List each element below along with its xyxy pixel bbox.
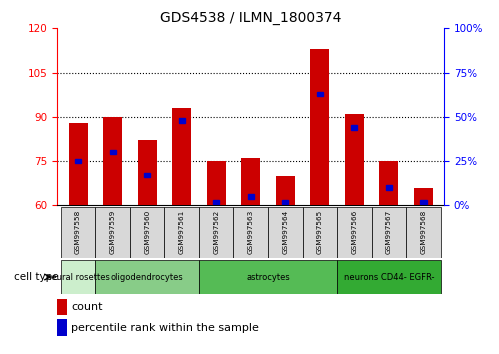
Bar [351, 125, 357, 130]
Text: neural rosettes: neural rosettes [46, 273, 110, 281]
Bar [372, 207, 406, 258]
Bar [165, 207, 199, 258]
Bar [199, 260, 337, 294]
Bar [207, 161, 226, 205]
Bar [199, 207, 234, 258]
Text: GSM997559: GSM997559 [110, 210, 116, 254]
Text: GSM997562: GSM997562 [213, 210, 219, 254]
Bar [95, 260, 199, 294]
Bar [406, 207, 441, 258]
Text: GSM997563: GSM997563 [248, 210, 254, 254]
Bar [138, 141, 157, 205]
Text: GSM997558: GSM997558 [75, 210, 81, 254]
Bar [337, 260, 441, 294]
Text: GSM997561: GSM997561 [179, 210, 185, 254]
Text: GSM997567: GSM997567 [386, 210, 392, 254]
Bar [241, 158, 260, 205]
Text: GSM997564: GSM997564 [282, 210, 288, 254]
Bar [248, 194, 254, 199]
Bar [61, 260, 95, 294]
Bar [268, 207, 302, 258]
Bar [57, 319, 67, 336]
Bar [276, 176, 295, 205]
Bar [130, 207, 165, 258]
Bar [61, 207, 95, 258]
Bar [282, 200, 288, 204]
Text: GSM997565: GSM997565 [317, 210, 323, 254]
Bar [310, 49, 329, 205]
Text: cell type: cell type [14, 272, 59, 282]
Bar [109, 150, 116, 154]
Bar [414, 188, 433, 205]
Text: GSM997566: GSM997566 [351, 210, 357, 254]
Text: neurons CD44- EGFR-: neurons CD44- EGFR- [344, 273, 434, 281]
Bar [420, 200, 427, 204]
Bar [379, 161, 398, 205]
Bar [213, 200, 220, 204]
Bar [179, 118, 185, 122]
Bar [144, 173, 150, 177]
Bar [302, 207, 337, 258]
Text: GSM997568: GSM997568 [420, 210, 426, 254]
Text: oligodendrocytes: oligodendrocytes [111, 273, 184, 281]
Title: GDS4538 / ILMN_1800374: GDS4538 / ILMN_1800374 [160, 11, 341, 24]
Text: count: count [71, 302, 103, 312]
Bar [345, 114, 364, 205]
Bar [337, 207, 372, 258]
Text: GSM997560: GSM997560 [144, 210, 150, 254]
Bar [234, 207, 268, 258]
Bar [68, 123, 88, 205]
Bar [172, 108, 191, 205]
Text: astrocytes: astrocytes [246, 273, 290, 281]
Bar [57, 299, 67, 315]
Bar [95, 207, 130, 258]
Bar [75, 159, 81, 163]
Bar [317, 92, 323, 96]
Text: percentile rank within the sample: percentile rank within the sample [71, 322, 259, 332]
Bar [386, 185, 392, 190]
Bar [103, 117, 122, 205]
